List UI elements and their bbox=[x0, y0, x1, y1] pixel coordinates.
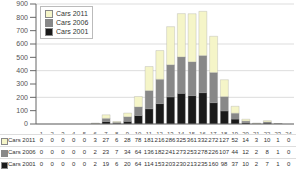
html-text:1: 1 bbox=[276, 149, 280, 155]
svg-text:300: 300 bbox=[16, 80, 28, 87]
html-text:64 136 182 241 273 253 278 226: 64 136 182 241 273 253 278 226 107 44 bbox=[134, 149, 239, 155]
html-text:1: 1 bbox=[276, 161, 280, 167]
svg-text:100: 100 bbox=[16, 107, 28, 114]
html-text:1: 1 bbox=[276, 137, 280, 143]
svg-text:200: 200 bbox=[16, 94, 28, 101]
html-text:0: 0 bbox=[82, 137, 86, 143]
html-text:0: 0 bbox=[61, 161, 65, 167]
html-text:2: 2 bbox=[93, 149, 97, 155]
html-text:2: 2 bbox=[254, 161, 258, 167]
svg-text:400: 400 bbox=[16, 67, 28, 74]
html-text:6: 6 bbox=[115, 161, 119, 167]
html-text:12: 12 bbox=[242, 149, 249, 155]
html-text:0: 0 bbox=[39, 149, 43, 155]
html-text:78 181 216 286 325 361 332 272: 78 181 216 286 325 361 332 272 127 52 bbox=[134, 137, 239, 143]
html-text:2: 2 bbox=[93, 161, 97, 167]
html-text:Cars 2001: Cars 2001 bbox=[56, 28, 89, 35]
html-text:6: 6 bbox=[115, 137, 119, 143]
html-text:Cars 2006: Cars 2006 bbox=[56, 19, 89, 26]
html-text:0: 0 bbox=[50, 161, 54, 167]
html-text:37: 37 bbox=[231, 161, 239, 167]
html-text:8: 8 bbox=[265, 149, 269, 155]
html-text:Cars 2011: Cars 2011 bbox=[56, 10, 88, 17]
svg-text:700: 700 bbox=[16, 27, 28, 34]
html-text:0: 0 bbox=[287, 149, 291, 155]
svg-text:0: 0 bbox=[24, 120, 28, 127]
html-text:0: 0 bbox=[72, 137, 76, 143]
html-text:2: 2 bbox=[254, 149, 258, 155]
html-text:0: 0 bbox=[50, 137, 54, 143]
html-text:10: 10 bbox=[263, 137, 271, 143]
html-text:23: 23 bbox=[102, 149, 110, 155]
html-text:0: 0 bbox=[39, 137, 43, 143]
svg-text:900: 900 bbox=[16, 0, 28, 7]
html-text:0: 0 bbox=[39, 161, 43, 167]
html-text:Cars 2001: Cars 2001 bbox=[8, 161, 36, 167]
svg-text:500: 500 bbox=[16, 54, 28, 61]
svg-text:600: 600 bbox=[16, 40, 28, 47]
html-text:0: 0 bbox=[61, 137, 65, 143]
html-text:7: 7 bbox=[265, 161, 269, 167]
html-text:0: 0 bbox=[82, 149, 86, 155]
html-text:19: 19 bbox=[102, 161, 110, 167]
html-text:3: 3 bbox=[254, 137, 258, 143]
html-text:0: 0 bbox=[82, 161, 86, 167]
html-text:27: 27 bbox=[102, 137, 110, 143]
html-text:0: 0 bbox=[72, 149, 76, 155]
html-text:3: 3 bbox=[93, 137, 97, 143]
html-text:Cars 2006: Cars 2006 bbox=[8, 149, 36, 155]
html-text:0: 0 bbox=[50, 149, 54, 155]
html-text:14: 14 bbox=[242, 137, 249, 143]
html-text:0: 0 bbox=[72, 161, 76, 167]
svg-text:800: 800 bbox=[16, 14, 28, 21]
html-text:34: 34 bbox=[124, 149, 131, 155]
html-text:20: 20 bbox=[124, 161, 131, 167]
html-text:0: 0 bbox=[287, 137, 291, 143]
html-text:Cars 2011: Cars 2011 bbox=[8, 137, 36, 143]
html-text:28: 28 bbox=[124, 137, 131, 143]
html-text:0: 0 bbox=[287, 161, 291, 167]
html-text:64 114 153 203 230 213 235 160: 64 114 153 203 230 213 235 160 98 bbox=[134, 161, 228, 167]
html-text:0: 0 bbox=[61, 149, 65, 155]
html-text:7: 7 bbox=[115, 149, 119, 155]
html-text:10: 10 bbox=[242, 161, 249, 167]
